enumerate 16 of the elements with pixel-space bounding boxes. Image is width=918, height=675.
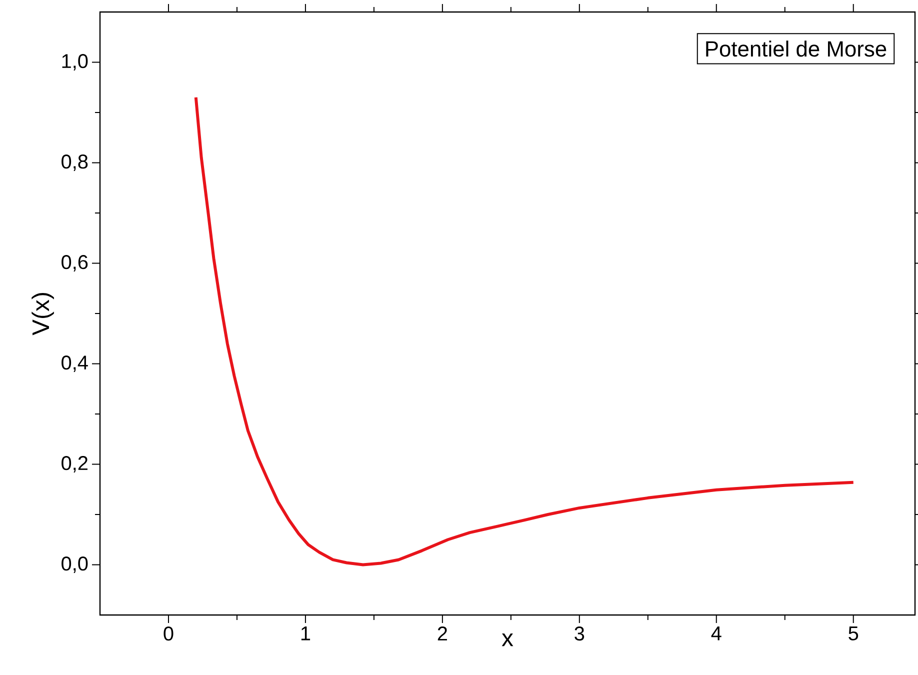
y-tick-label: 1,0 — [62, 54, 88, 70]
x-tick-label: 1 — [301, 626, 310, 640]
x-tick-label: 0 — [164, 626, 174, 641]
y-tick-label: 0,2 — [62, 456, 88, 472]
y-tick-label: 0,0 — [62, 556, 88, 573]
y-tick-label: 0,6 — [62, 255, 88, 272]
line-series — [194, 96, 855, 566]
x-tick-label: 2 — [438, 626, 447, 640]
y-tick-label: 0,8 — [62, 154, 88, 171]
annotation: Potentiel de Morse — [706, 40, 886, 57]
x-axis-title: x — [502, 633, 514, 646]
x-tick-label: 5 — [848, 626, 858, 640]
x-tick-label: 3 — [574, 626, 584, 641]
y-axis-title: V(x) — [32, 293, 54, 336]
y-tick-label: 0,4 — [62, 356, 88, 372]
x-tick-label: 4 — [711, 626, 722, 640]
